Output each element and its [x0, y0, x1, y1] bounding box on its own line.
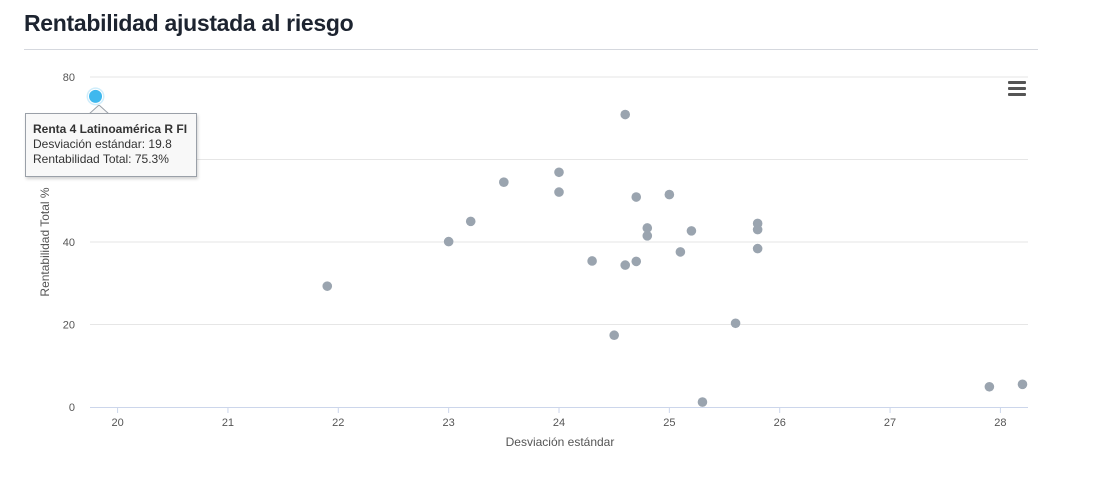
title-divider: [24, 49, 1038, 50]
data-point[interactable]: [554, 187, 564, 197]
data-point[interactable]: [554, 167, 564, 178]
data-points: [86, 87, 1028, 407]
x-axis-label: Desviación estándar: [506, 435, 615, 449]
data-point[interactable]: [642, 231, 653, 241]
grid-lines: [90, 76, 1028, 325]
y-tick-label: 0: [69, 402, 75, 414]
y-axis-label: Rentabilidad Total %: [38, 187, 52, 297]
data-point[interactable]: [587, 256, 597, 266]
x-tick-label: 27: [884, 417, 896, 429]
tooltip-total-return: Rentabilidad Total: 75.3%: [33, 152, 169, 166]
tooltip-std-dev: Desviación estándar: 19.8: [33, 137, 172, 151]
x-tick-label: 20: [111, 417, 123, 429]
x-tick-label: 22: [332, 417, 344, 429]
data-point[interactable]: [609, 330, 619, 341]
hamburger-menu-icon: [1008, 81, 1026, 84]
x-tick-label: 23: [443, 417, 455, 429]
data-point[interactable]: [697, 397, 708, 407]
data-point-tooltip: Renta 4 Latinoamérica R FI Desviación es…: [25, 113, 197, 177]
y-tick-label: 80: [63, 72, 75, 84]
data-point[interactable]: [984, 381, 995, 392]
y-tick-label: 20: [63, 320, 75, 332]
data-point[interactable]: [730, 318, 741, 329]
tooltip-fund-name: Renta 4 Latinoamérica R FI: [33, 122, 188, 136]
x-tick-label: 24: [553, 417, 565, 429]
x-tick-label: 25: [663, 417, 675, 429]
data-point[interactable]: [675, 247, 686, 257]
x-axis-ticks: 20 21 22 23 24 25 26 27 28: [111, 407, 1007, 429]
data-point[interactable]: [664, 189, 675, 200]
data-point[interactable]: [443, 236, 454, 247]
y-tick-label: 40: [63, 237, 75, 249]
data-point-highlighted[interactable]: [88, 88, 104, 104]
data-point[interactable]: [1017, 379, 1028, 390]
x-tick-label: 26: [774, 417, 786, 429]
data-point[interactable]: [322, 281, 333, 291]
data-point[interactable]: [631, 256, 642, 267]
data-point[interactable]: [752, 243, 763, 254]
data-point[interactable]: [752, 224, 763, 235]
y-axis-ticks: 0 20 40 80: [63, 72, 75, 414]
data-point[interactable]: [620, 260, 631, 270]
section-title: Rentabilidad ajustada al riesgo: [24, 10, 354, 36]
chart-menu-button[interactable]: [1005, 78, 1029, 100]
x-tick-label: 21: [222, 417, 234, 429]
data-point[interactable]: [642, 223, 653, 233]
data-point[interactable]: [631, 192, 642, 202]
data-point[interactable]: [465, 216, 476, 227]
x-tick-label: 28: [994, 417, 1006, 429]
data-point[interactable]: [620, 109, 631, 120]
data-point[interactable]: [686, 226, 697, 236]
data-point[interactable]: [499, 177, 509, 187]
